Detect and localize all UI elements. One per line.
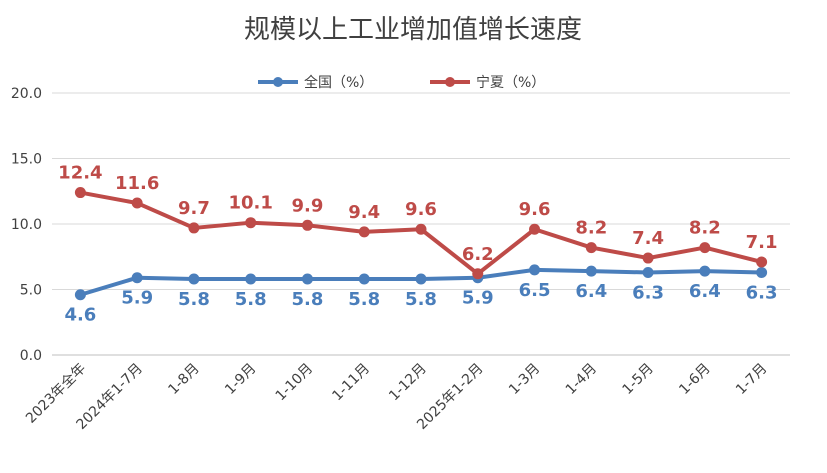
data-label: 6.2: [462, 244, 494, 265]
x-tick-label: 1-12月: [386, 361, 430, 405]
data-point: [529, 264, 541, 276]
data-point: [472, 268, 484, 280]
data-label: 6.4: [689, 281, 721, 302]
data-label: 6.3: [746, 282, 778, 303]
x-tick-label: 1-9月: [222, 361, 259, 398]
legend-swatch-marker: [273, 77, 283, 87]
data-point: [188, 222, 200, 234]
data-label: 10.1: [228, 193, 272, 214]
data-label: 12.4: [58, 163, 102, 184]
data-point: [358, 273, 370, 285]
data-label: 8.2: [575, 218, 607, 239]
data-label: 9.4: [348, 202, 380, 223]
data-label: 9.7: [178, 198, 210, 219]
y-tick-label: 15.0: [11, 152, 42, 168]
data-point: [245, 273, 257, 285]
data-label: 5.8: [292, 289, 324, 310]
data-point: [131, 197, 143, 209]
data-point: [74, 289, 86, 301]
x-tick-label: 1-7月: [733, 361, 770, 398]
legend: 全国（%） 宁夏（%）: [258, 74, 545, 91]
data-point: [529, 223, 541, 235]
x-tick-label: 1-11月: [329, 361, 373, 405]
data-point: [188, 273, 200, 285]
data-label: 8.2: [689, 218, 721, 239]
data-point: [301, 273, 313, 285]
data-label: 9.9: [292, 195, 324, 216]
x-tick-label: 1-5月: [620, 361, 657, 398]
y-tick-label: 5.0: [20, 283, 42, 299]
y-axis: 0.0 5.0 10.0 15.0 20.0: [11, 86, 42, 364]
data-point: [699, 265, 711, 277]
data-label: 5.8: [235, 289, 267, 310]
x-tick-label: 1-3月: [506, 361, 543, 398]
data-label: 5.8: [178, 289, 210, 310]
data-label: 5.9: [121, 288, 153, 309]
data-point: [415, 223, 427, 235]
series-2: 12.4 11.6 9.7 10.1 9.9 9.4 9.6 6.2 9.6 8.2 7.4 8.2 7…: [58, 163, 778, 280]
legend-label: 宁夏（%）: [476, 74, 545, 91]
data-label: 11.6: [115, 173, 159, 194]
data-point: [358, 226, 370, 238]
data-point: [131, 272, 143, 284]
x-tick-label: 1-8月: [165, 361, 202, 398]
x-tick-label: 1-6月: [676, 361, 713, 398]
data-label: 6.5: [519, 280, 551, 301]
y-tick-label: 0.0: [20, 348, 42, 364]
data-label: 5.9: [462, 288, 494, 309]
data-point: [415, 273, 427, 285]
chart-title: 规模以上工业增加值增长速度: [244, 15, 582, 45]
series-1: 4.6 5.9 5.8 5.8 5.8 5.8 5.8 5.9 6.5 6.4 6.3 6.4 6.3: [64, 264, 778, 326]
data-point: [756, 256, 768, 268]
data-point: [756, 266, 768, 278]
series-group: 4.65.9 5.8 5.8 5.8 5.8 5.8 5.9 6.5 6.4 6.3 6.4 6.31…: [58, 163, 777, 326]
data-label: 9.6: [519, 199, 551, 220]
data-label: 6.4: [575, 281, 607, 302]
legend-label: 全国（%）: [304, 74, 373, 91]
y-tick-label: 20.0: [11, 86, 42, 102]
data-point: [74, 187, 86, 199]
data-point: [699, 242, 711, 254]
y-tick-label: 10.0: [11, 217, 42, 233]
data-label: 7.4: [632, 228, 664, 249]
data-point: [585, 265, 597, 277]
data-point: [245, 217, 257, 229]
data-point: [301, 219, 313, 231]
data-point: [642, 266, 654, 278]
x-tick-label: 1-10月: [273, 361, 317, 405]
data-label: 9.6: [405, 199, 437, 220]
data-label: 6.3: [632, 282, 664, 303]
x-tick-label: 1-4月: [563, 361, 600, 398]
legend-swatch-marker: [445, 77, 455, 87]
data-label: 5.8: [348, 289, 380, 310]
data-label: 5.8: [405, 289, 437, 310]
data-label: 4.6: [64, 305, 96, 326]
data-point: [642, 252, 654, 264]
data-point: [585, 242, 597, 254]
data-label: 7.1: [746, 232, 778, 253]
